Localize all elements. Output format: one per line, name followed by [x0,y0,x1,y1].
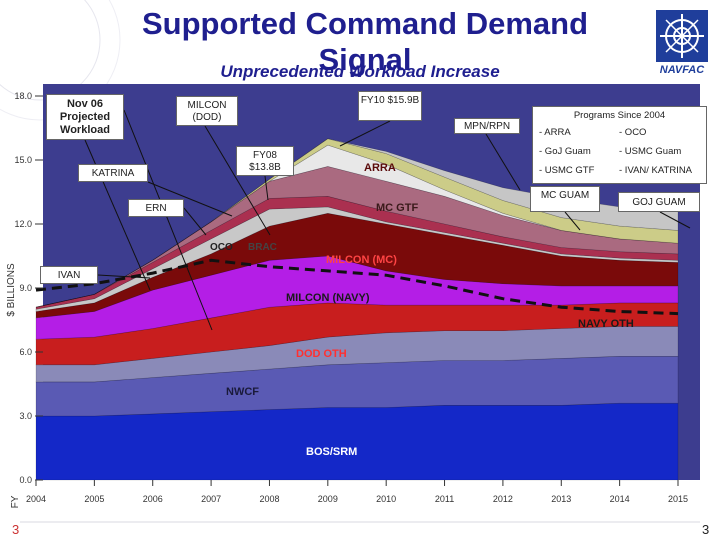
decor-arc-2 [0,0,121,121]
legend-item-goj-guam: - GoJ Guam [539,146,591,157]
x-tick-label: 2007 [201,494,221,504]
label-oco: OCO [210,242,233,253]
decor-arc-1 [0,0,101,101]
legend-item-oco: - OCO [619,127,647,138]
x-axis: 2004 2005 2006 2007 2008 2009 2010 2011 2012 2013… [10,480,688,508]
y-axis: 0.0 3.0 6.0 9.0 12.0 15.0 18.0 $ BILLIONS [6,91,43,485]
page-number-right: 3 [702,522,710,537]
y-tick-label: 18.0 [14,91,32,101]
label-nwcf: NWCF [226,386,259,398]
slide-title: Supported Command Demand Signal [141,6,589,77]
callout-goj-guam: GOJ GUAM [618,192,700,212]
legend-item-usmc-gtf: - USMC GTF [539,165,595,176]
logo-compass-icon [656,10,708,62]
x-tick-label: 2015 [668,494,688,504]
callout-mpn-rpn: MPN/RPN [454,118,520,134]
x-axis-title: FY [10,495,21,508]
area-goj-guam [35,138,679,308]
area-series-group [35,138,679,481]
x-tick-label: 2014 [610,494,630,504]
x-tick-label: 2012 [493,494,513,504]
legend-item-ivan-katrina: - IVAN/ KATRINA [619,165,693,176]
label-milcon-navy: MILCON (NAVY) [286,292,370,304]
x-tick-label: 2010 [376,494,396,504]
y-tick-label: 0.0 [19,475,32,485]
leader-line [339,120,391,147]
callout-katrina: KATRINA [78,164,148,182]
logo-wordmark: NAVFAC [659,64,705,76]
leader-line [183,207,207,236]
callout-mc-guam: MC GUAM [530,186,600,212]
slide-subtitle: Unprecedented Workload Increase [220,62,500,81]
legend-item-usmc-guam: - USMC Guam [619,146,682,157]
label-dod-oth: DOD OTH [296,348,347,360]
label-mc-gtf: MC GTF [376,202,419,214]
legend-item-arra: - ARRA [539,127,571,138]
y-tick-label: 9.0 [19,283,32,293]
callout-ivan: IVAN [40,266,98,284]
y-tick-label: 15.0 [14,155,32,165]
x-tick-label: 2004 [26,494,46,504]
label-bos-srm: BOS/SRM [306,446,358,458]
label-navy-oth: NAVY OTH [578,318,634,330]
projection-line-group [35,258,679,316]
leader-line [264,175,269,201]
page-number-left: 3 [12,522,20,537]
y-tick-label: 3.0 [19,411,32,421]
x-tick-label: 2008 [259,494,279,504]
leader-line [564,211,581,231]
programs-legend-title: Programs Since 2004 [573,110,666,121]
y-tick-label: 6.0 [19,347,32,357]
y-tick-label: 12.0 [14,219,32,229]
label-arra: ARRA [364,162,396,174]
x-tick-label: 2009 [318,494,338,504]
y-axis-title: $ BILLIONS [6,263,17,317]
leader-line [97,274,151,279]
callout-ern: ERN [128,199,184,217]
callout-leader-lines [84,109,691,331]
callout-fy10-total: FY10 $15.9B [358,91,422,121]
label-milcon-mc: MILCON (MC) [326,254,397,266]
leader-line [485,133,521,191]
x-tick-label: 2013 [551,494,571,504]
callout-fy08-total: FY08 $13.8B [236,146,294,176]
x-tick-label: 2006 [143,494,163,504]
leader-line [147,181,233,217]
callout-milcon-dod: MILCON (DOD) [176,96,238,126]
projection-line [35,258,679,316]
callout-nov06-projection: Nov 06 Projected Workload [46,94,124,140]
programs-legend: Programs Since 2004 - ARRA - OCO - GoJ G… [532,106,707,184]
x-tick-label: 2005 [84,494,104,504]
leader-line [659,211,691,229]
leader-line [123,109,213,331]
navfac-logo: NAVFAC [652,10,712,80]
label-brac: BRAC [248,242,277,253]
x-tick-label: 2011 [435,494,454,504]
leader-line [204,125,271,236]
